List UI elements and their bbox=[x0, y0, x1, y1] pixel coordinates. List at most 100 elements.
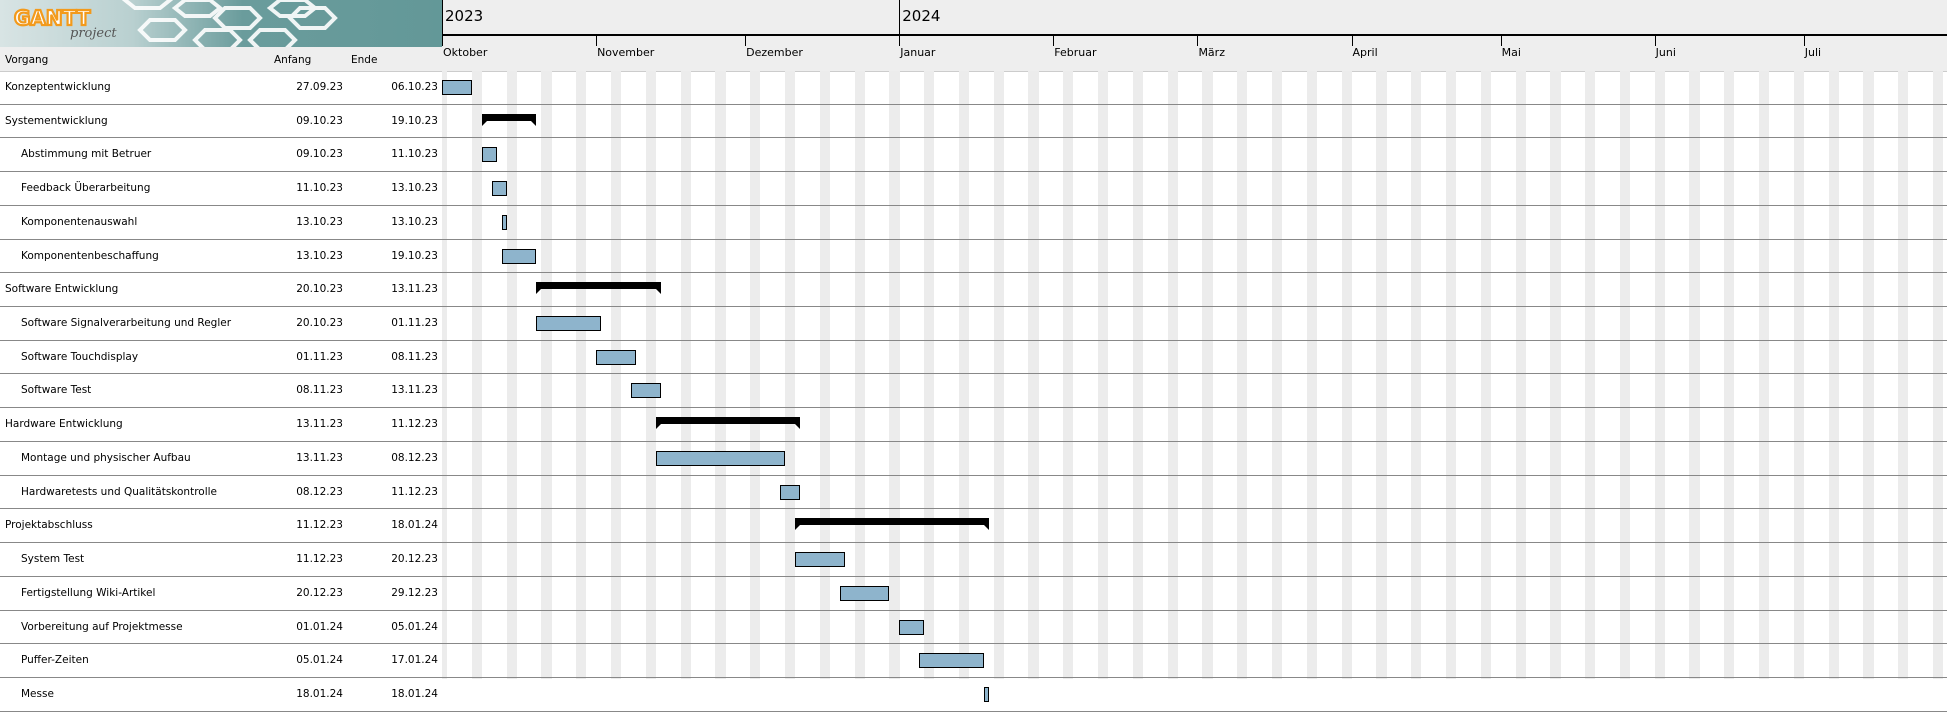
year-label: 2023 bbox=[445, 7, 484, 25]
column-header-name[interactable]: Vorgang bbox=[5, 54, 49, 66]
task-row[interactable]: Software Test 08.11.23 13.11.23 bbox=[0, 374, 1947, 409]
task-bar[interactable] bbox=[655, 450, 785, 466]
task-end-date: 18.01.24 bbox=[391, 687, 438, 700]
weekend-stripe bbox=[755, 71, 761, 679]
task-name: Systementwicklung bbox=[5, 114, 108, 127]
month-label: Februar bbox=[1054, 46, 1097, 59]
task-bar[interactable] bbox=[630, 383, 661, 399]
task-bar[interactable] bbox=[794, 552, 845, 568]
task-row[interactable]: Montage und physischer Aufbau 13.11.23 08.… bbox=[0, 442, 1947, 476]
task-row[interactable]: Feedback Überarbeitung 11.10.23 13.10.23 bbox=[0, 172, 1947, 206]
month-label: Dezember bbox=[746, 46, 803, 59]
month-label: Januar bbox=[900, 46, 936, 59]
task-start-date: 01.01.24 bbox=[296, 620, 343, 633]
weekend-stripe bbox=[1237, 71, 1243, 679]
month-tick bbox=[1500, 35, 1502, 46]
task-bar[interactable] bbox=[983, 686, 989, 702]
weekend-stripe bbox=[1793, 71, 1800, 679]
task-bar[interactable] bbox=[536, 316, 602, 332]
task-start-date: 05.01.24 bbox=[296, 654, 343, 667]
weekend-stripe bbox=[1764, 71, 1770, 679]
task-start-date: 09.10.23 bbox=[296, 148, 343, 161]
task-table-header: Vorgang Anfang Ende bbox=[0, 47, 442, 72]
summary-task-bar[interactable] bbox=[655, 417, 800, 430]
task-end-date: 06.10.23 bbox=[391, 81, 438, 93]
task-row[interactable]: Hardware Entwicklung 13.11.23 11.12.23 bbox=[0, 408, 1947, 442]
summary-task-bar[interactable] bbox=[536, 282, 661, 295]
task-end-date: 29.12.23 bbox=[391, 586, 438, 599]
task-row[interactable]: Komponentenbeschaffung 13.10.23 19.10.23 bbox=[0, 240, 1947, 274]
weekend-stripe bbox=[1346, 71, 1352, 679]
weekend-stripe bbox=[1485, 71, 1491, 679]
task-name: Hardware Entwicklung bbox=[5, 418, 123, 431]
task-row[interactable]: Projektabschluss 11.12.23 18.01.24 bbox=[0, 509, 1947, 544]
task-row[interactable]: Systementwicklung 09.10.23 19.10.23 bbox=[0, 105, 1947, 139]
task-bar[interactable] bbox=[491, 181, 507, 197]
task-row[interactable]: Software Signalverarbeitung und Regler 20… bbox=[0, 307, 1947, 341]
task-row[interactable]: Komponentenauswahl 13.10.23 13.10.23 bbox=[0, 206, 1947, 240]
svg-text:GANTT: GANTT bbox=[14, 6, 91, 30]
task-bar[interactable] bbox=[501, 248, 537, 264]
task-bar[interactable] bbox=[779, 484, 800, 500]
task-row[interactable]: System Test 11.12.23 20.12.23 bbox=[0, 543, 1947, 577]
task-bar[interactable] bbox=[899, 619, 925, 635]
task-row[interactable]: Software Entwicklung 20.10.23 13.11.23 bbox=[0, 273, 1947, 308]
task-start-date: 11.12.23 bbox=[296, 519, 343, 532]
task-name: Projektabschluss bbox=[5, 519, 93, 532]
task-row[interactable]: Puffer-Zeiten 05.01.24 17.01.24 bbox=[0, 644, 1947, 678]
weekend-stripe bbox=[750, 71, 756, 679]
task-row[interactable]: Abstimmung mit Betruer 09.10.23 11.10.23 bbox=[0, 138, 1947, 173]
weekend-stripe bbox=[546, 71, 552, 679]
task-bar[interactable] bbox=[501, 214, 507, 230]
month-tick bbox=[442, 35, 443, 46]
year-label: 2024 bbox=[902, 7, 941, 25]
task-name: Konzeptentwicklung bbox=[5, 81, 111, 93]
task-start-date: 18.01.24 bbox=[296, 687, 343, 700]
task-bar[interactable] bbox=[596, 349, 636, 365]
month-tick bbox=[1197, 35, 1199, 46]
weekend-stripe bbox=[511, 71, 517, 679]
weekend-stripe bbox=[784, 71, 791, 679]
task-end-date: 11.12.23 bbox=[391, 485, 438, 498]
column-header-start[interactable]: Anfang bbox=[274, 54, 312, 66]
task-start-date: 08.11.23 bbox=[296, 384, 343, 397]
task-name: System Test bbox=[21, 553, 85, 566]
summary-task-bar[interactable] bbox=[481, 113, 537, 126]
weekend-stripe bbox=[1689, 71, 1695, 679]
task-row[interactable]: Vorbereitung auf Projektmesse 01.01.24 05.… bbox=[0, 611, 1947, 645]
weekend-stripe bbox=[1416, 71, 1422, 679]
task-bar[interactable] bbox=[839, 585, 890, 601]
weekend-stripe bbox=[576, 71, 582, 679]
weekend-stripe bbox=[1137, 71, 1144, 679]
task-row[interactable]: Hardwaretests und Qualitätskontrolle 08.1… bbox=[0, 476, 1947, 510]
weekend-stripe bbox=[476, 71, 483, 679]
task-bar[interactable] bbox=[442, 80, 472, 95]
task-row[interactable]: Software Touchdisplay 01.11.23 08.11.23 bbox=[0, 341, 1947, 375]
task-bar[interactable] bbox=[481, 147, 497, 163]
task-start-date: 01.11.23 bbox=[296, 350, 343, 363]
task-end-date: 13.11.23 bbox=[391, 283, 438, 296]
weekend-stripe bbox=[929, 71, 935, 679]
task-row[interactable]: Fertigstellung Wiki-Artikel 20.12.23 29.12… bbox=[0, 577, 1947, 611]
month-tick bbox=[1803, 35, 1805, 46]
task-bar[interactable] bbox=[919, 653, 984, 669]
year-tick bbox=[442, 0, 443, 35]
weekend-stripe bbox=[1590, 71, 1596, 679]
task-row[interactable]: Messe 18.01.24 18.01.24 bbox=[0, 678, 1947, 712]
task-name: Montage und physischer Aufbau bbox=[21, 451, 191, 464]
weekend-stripe bbox=[506, 71, 512, 679]
weekend-stripe bbox=[1833, 71, 1839, 679]
weekend-stripe bbox=[1242, 71, 1248, 679]
summary-task-bar[interactable] bbox=[794, 518, 989, 531]
task-row[interactable]: Konzeptentwicklung 27.09.23 06.10.23 bbox=[0, 71, 1947, 105]
weekend-stripe bbox=[1207, 71, 1213, 679]
weekend-stripe bbox=[610, 71, 617, 679]
weekend-stripe bbox=[1450, 71, 1457, 679]
task-end-date: 18.01.24 bbox=[391, 519, 438, 532]
task-end-date: 11.10.23 bbox=[391, 148, 438, 161]
weekend-stripe bbox=[1520, 71, 1526, 679]
month-tick bbox=[1654, 35, 1656, 46]
gantt-chart-area[interactable] bbox=[442, 71, 1947, 679]
column-header-end[interactable]: Ende bbox=[351, 54, 378, 66]
month-label: Mai bbox=[1501, 46, 1521, 59]
